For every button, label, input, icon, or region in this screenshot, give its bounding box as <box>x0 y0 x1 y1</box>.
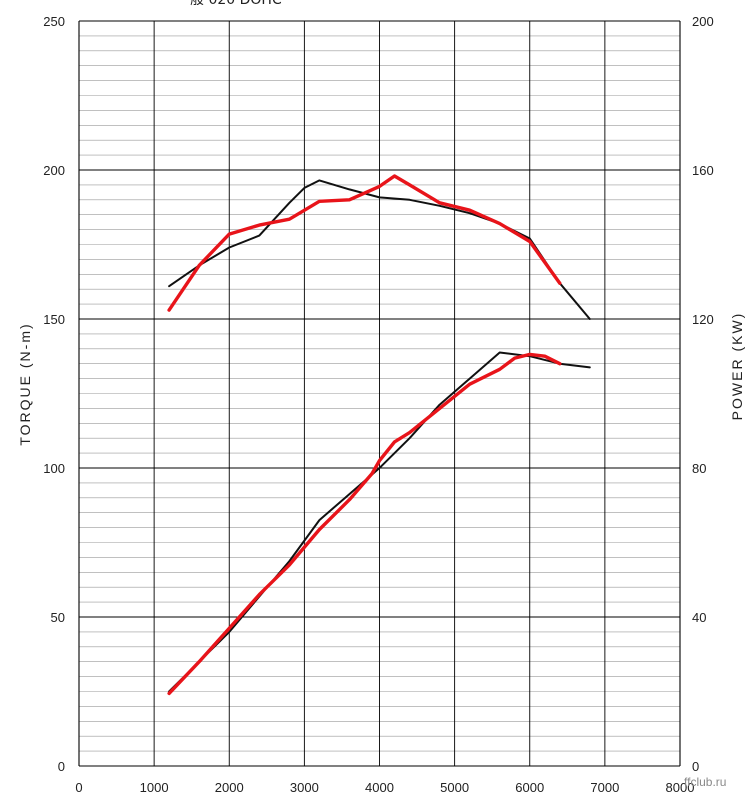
y-tick-label: 50 <box>51 610 65 625</box>
chart-header-text: 般 020 DOHC <box>190 0 282 8</box>
y2-tick-label: 160 <box>692 163 714 178</box>
y-tick-label: 250 <box>43 14 65 29</box>
x-tick-label: 3000 <box>290 780 319 795</box>
tick-labels: 0 1000 2000 3000 4000 5000 6000 7000 80000501001… <box>43 14 713 795</box>
x-tick-label: 8000 <box>666 780 695 795</box>
x-tick-label: 0 <box>75 780 82 795</box>
y-tick-label: 150 <box>43 312 65 327</box>
y2-tick-label: 40 <box>692 610 706 625</box>
y2-tick-label: 80 <box>692 461 706 476</box>
y2-tick-label: 0 <box>692 759 699 774</box>
x-tick-label: 1000 <box>140 780 169 795</box>
y2-axis-label-power: POWER (KW) <box>729 312 745 421</box>
power-curve-black <box>168 351 591 693</box>
y2-tick-label: 200 <box>692 14 714 29</box>
torque-curve-red <box>167 174 562 312</box>
y-tick-label: 200 <box>43 163 65 178</box>
y2-tick-label: 120 <box>692 312 714 327</box>
series-lines <box>167 174 591 696</box>
y-axis-label-torque: TORQUE (N-m) <box>17 322 33 445</box>
watermark-text: ffclub.ru <box>684 775 726 789</box>
x-tick-label: 4000 <box>365 780 394 795</box>
y-tick-label: 100 <box>43 461 65 476</box>
x-tick-label: 6000 <box>515 780 544 795</box>
y-tick-label: 0 <box>58 759 65 774</box>
x-tick-label: 5000 <box>440 780 469 795</box>
power-curve-red <box>167 352 562 696</box>
x-tick-label: 7000 <box>590 780 619 795</box>
x-tick-label: 2000 <box>215 780 244 795</box>
